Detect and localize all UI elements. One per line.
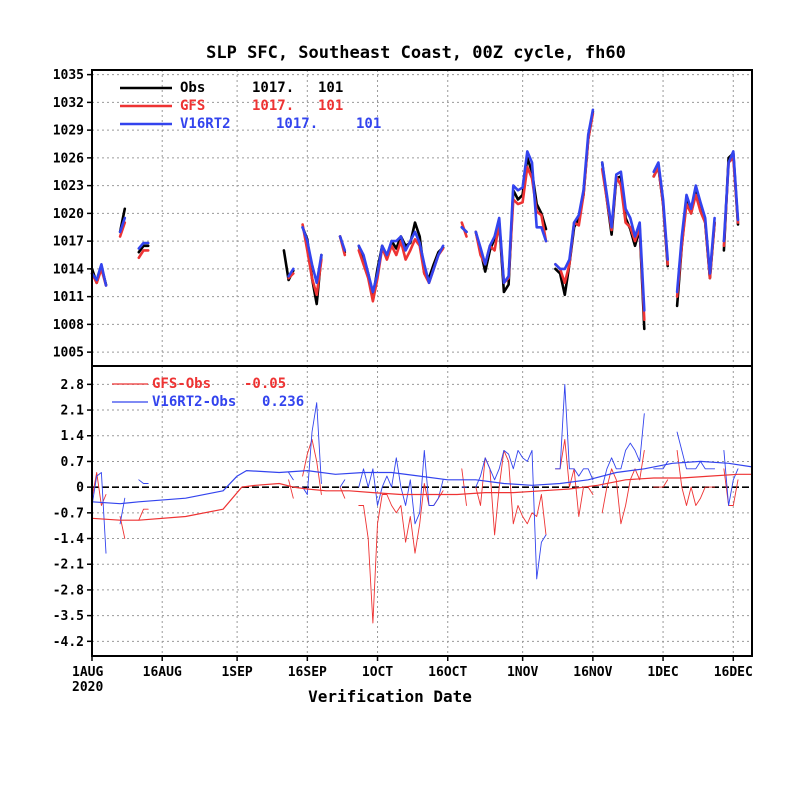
legend-label-v16rt2-obs: V16RT2-Obs [152, 394, 236, 410]
legend-label-gfs-obs: GFS-Obs [152, 376, 211, 392]
x-tick-label: 1DEC [647, 665, 678, 680]
x-tick-label: 16NOV [573, 665, 612, 680]
legend-label-gfs: GFS [180, 98, 205, 114]
y-tick-label: 1029 [53, 124, 84, 139]
legend-label-obs: Obs [180, 80, 205, 96]
legend-stat-count: 101 [318, 98, 343, 114]
top-frame [91, 69, 753, 367]
x-axis-label: Verification Date [308, 687, 472, 706]
x-tick-label: 1AUG [72, 665, 103, 680]
chart-title: SLP SFC, Southeast Coast, 00Z cycle, fh6… [206, 43, 626, 63]
y-tick-label: 1032 [53, 96, 84, 111]
y-tick-label: 0 [76, 481, 84, 496]
top-panel: 1005 1008 1011 1014 1017 1020 1023 1026 1029 1032… [53, 68, 753, 367]
x-tick-label: 1OCT [362, 665, 393, 680]
y-tick-label: -0.7 [53, 506, 84, 521]
series-line-v16rt2-obs [91, 383, 739, 580]
y-tick-label: 1011 [53, 290, 84, 305]
x-ticks: 1AUG 16AUG 1SEP 16SEP 1OCT 16OCT 1NOV 16NOV 1DEC… [72, 656, 753, 680]
legend-stat-mean: 1017. [252, 98, 294, 114]
series-line-gfs-obs-mean [91, 473, 753, 521]
series-line-gfs-obs [91, 438, 739, 624]
bottom-panel: -4.2 -3.5 -2.8 -2.1 -1.4 -0.7 0 0.7 1.4 2.1 2.8 GF… [53, 365, 753, 657]
y-tick-label: 1020 [53, 207, 84, 222]
legend-stat-bias: -0.05 [244, 376, 286, 392]
y-tick-label: 1008 [53, 318, 84, 333]
legend-stat-count: 101 [356, 116, 381, 132]
y-tick-label: 0.7 [61, 455, 84, 470]
y-tick-label: 1014 [53, 262, 84, 277]
legend-stat-count: 101 [318, 80, 343, 96]
x-tick-label: 16OCT [428, 665, 467, 680]
top-series [90, 108, 740, 331]
x-tick-label: 16AUG [143, 665, 182, 680]
series-line-v16rt2 [90, 108, 740, 312]
y-tick-label: 1.4 [61, 429, 85, 444]
legend-stat-mean: 1017. [252, 80, 294, 96]
y-tick-label: 1017 [53, 235, 84, 250]
y-tick-label: -2.8 [53, 583, 84, 598]
y-tick-label: 2.8 [61, 378, 85, 393]
y-tick-label: -3.5 [53, 609, 84, 624]
bottom-y-ticks: -4.2 -3.5 -2.8 -2.1 -1.4 -0.7 0 0.7 1.4 2.1 2.8 [53, 378, 92, 650]
y-tick-label: -2.1 [53, 558, 84, 573]
legend-stat-bias: 0.236 [262, 394, 304, 410]
y-tick-label: 2.1 [61, 404, 85, 419]
series-line-gfs [90, 112, 740, 322]
x-tick-label: 1NOV [507, 665, 538, 680]
legend-label-v16rt2: V16RT2 [180, 116, 231, 132]
series-line-v16rt2-obs-mean [91, 460, 753, 505]
y-tick-label: 1026 [53, 151, 84, 166]
x-tick-label: 1SEP [221, 665, 252, 680]
y-tick-label: 1023 [53, 179, 84, 194]
bottom-series [91, 383, 753, 624]
bottom-frame [91, 365, 753, 657]
x-tick-label: 16SEP [288, 665, 327, 680]
y-tick-label: -4.2 [53, 635, 84, 650]
top-y-ticks: 1005 1008 1011 1014 1017 1020 1023 1026 1029 1032… [53, 68, 92, 361]
y-tick-label: 1005 [53, 346, 84, 361]
x-year-label: 2020 [72, 680, 103, 695]
bottom-legend: GFS-Obs -0.05 V16RT2-Obs 0.236 [112, 376, 304, 410]
y-tick-label: -1.4 [53, 532, 84, 547]
legend-stat-mean: 1017. [276, 116, 318, 132]
top-grid [91, 70, 752, 366]
y-tick-label: 1035 [53, 68, 84, 83]
x-tick-label: 16DEC [714, 665, 753, 680]
